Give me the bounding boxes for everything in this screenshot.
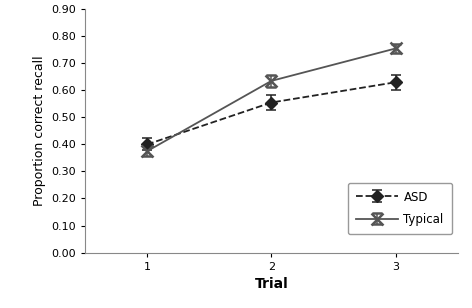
X-axis label: Trial: Trial xyxy=(254,277,288,291)
Legend: ASD, Typical: ASD, Typical xyxy=(348,183,452,234)
Y-axis label: Proportion correct recall: Proportion correct recall xyxy=(33,55,46,206)
